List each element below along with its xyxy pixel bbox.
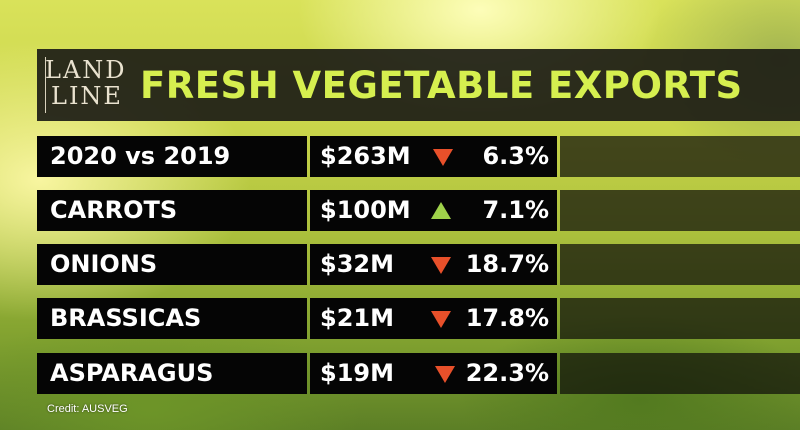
row-value: $263M <box>320 142 411 170</box>
row-value: $100M <box>320 196 411 224</box>
row-change: 18.7% <box>465 250 549 278</box>
row-value-cell: $263M 6.3% <box>310 136 557 177</box>
row-change: 6.3% <box>482 142 549 170</box>
row-tail <box>560 244 800 285</box>
down-arrow-icon <box>433 149 453 166</box>
row-change: 22.3% <box>465 359 549 387</box>
down-arrow-icon <box>431 311 451 328</box>
row-label: BRASSICAS <box>50 304 202 332</box>
row-tail <box>560 136 800 177</box>
row-label-cell: 2020 vs 2019 <box>37 136 307 177</box>
source-credit: Credit: AUSVEG <box>47 403 128 415</box>
title-banner <box>37 49 800 121</box>
row-tail <box>560 190 800 231</box>
page-title: FRESH VEGETABLE EXPORTS <box>140 64 743 107</box>
row-label: ONIONS <box>50 250 158 278</box>
row-value-cell: $21M 17.8% <box>310 298 557 339</box>
row-value: $32M <box>320 250 394 278</box>
landline-logo: LAND LINE <box>45 56 127 115</box>
logo-line-1: LAND <box>45 56 127 84</box>
down-arrow-icon <box>431 257 451 274</box>
row-value: $21M <box>320 304 394 332</box>
row-label-cell: BRASSICAS <box>37 298 307 339</box>
row-change: 7.1% <box>482 196 549 224</box>
row-label: CARROTS <box>50 196 178 224</box>
row-tail <box>560 353 800 394</box>
row-value-cell: $100M 7.1% <box>310 190 557 231</box>
row-label-cell: ONIONS <box>37 244 307 285</box>
logo-line-2: LINE <box>51 82 123 110</box>
logo-divider <box>45 57 46 113</box>
row-label-cell: ASPARAGUS <box>37 353 307 394</box>
row-value-cell: $32M 18.7% <box>310 244 557 285</box>
row-label: ASPARAGUS <box>50 359 214 387</box>
row-change: 17.8% <box>465 304 549 332</box>
row-label-cell: CARROTS <box>37 190 307 231</box>
down-arrow-icon <box>435 366 455 383</box>
row-label: 2020 vs 2019 <box>50 142 231 170</box>
row-tail <box>560 298 800 339</box>
row-value-cell: $19M 22.3% <box>310 353 557 394</box>
row-value: $19M <box>320 359 394 387</box>
up-arrow-icon <box>431 202 451 219</box>
